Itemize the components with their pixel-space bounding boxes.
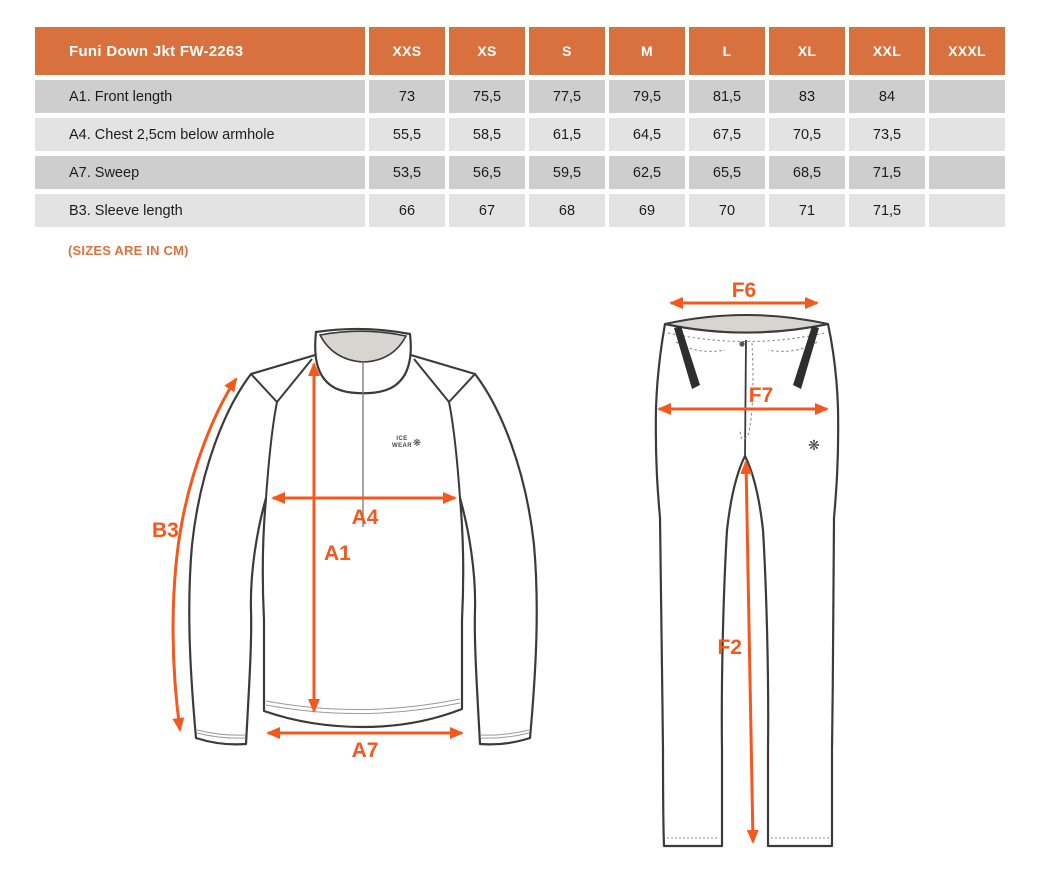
measurement-value-cell: 71,5	[849, 194, 925, 227]
measurement-row-label: A7. Sweep	[35, 156, 365, 189]
measurement-value-cell: 67	[449, 194, 525, 227]
f2-arrow	[740, 460, 759, 844]
f6-label: F6	[732, 280, 757, 302]
measurement-value-cell: 56,5	[449, 156, 525, 189]
size-column-header: XL	[769, 27, 845, 75]
f2-label: F2	[717, 636, 742, 659]
pants-snowflake-icon: ❋	[808, 437, 820, 453]
b3-arrow	[171, 377, 238, 732]
measurement-value-cell: 68,5	[769, 156, 845, 189]
size-column-header: XXL	[849, 27, 925, 75]
pants-left-pocket-stitch	[675, 341, 726, 352]
measurement-value-cell: 79,5	[609, 80, 685, 113]
pants-button	[739, 341, 745, 347]
measurement-value-cell	[929, 156, 1005, 189]
measurement-value-cell: 65,5	[689, 156, 765, 189]
size-column-header: M	[609, 27, 685, 75]
measurement-value-cell: 53,5	[369, 156, 445, 189]
measurement-value-cell: 71,5	[849, 156, 925, 189]
measurement-value-cell: 67,5	[689, 118, 765, 151]
pants-diagram: ❋ F6 F7 F2	[654, 280, 840, 848]
jacket-right-cuff-stitch	[480, 729, 530, 739]
pants-body-outline	[654, 322, 840, 848]
jacket-brand-snowflake-icon: ❋	[413, 438, 421, 449]
measurement-value-cell: 66	[369, 194, 445, 227]
measurement-row-label: A1. Front length	[35, 80, 365, 113]
measurement-value-cell: 64,5	[609, 118, 685, 151]
measurement-value-cell: 81,5	[689, 80, 765, 113]
b3-label: B3	[152, 519, 179, 542]
jacket-hem-stitch	[265, 698, 461, 715]
measurement-value-cell	[929, 194, 1005, 227]
measurement-value-cell: 69	[609, 194, 685, 227]
sizes-note: (SIZES ARE IN CM)	[68, 243, 189, 258]
pants-waistband	[664, 314, 829, 334]
jacket-body-outline	[188, 345, 538, 746]
f7-label: F7	[749, 384, 774, 407]
measurement-value-cell: 84	[849, 80, 925, 113]
size-column-header: S	[529, 27, 605, 75]
size-column-header: XXS	[369, 27, 445, 75]
size-column-header: L	[689, 27, 765, 75]
jacket-brand-text-line1: ICE	[396, 436, 407, 442]
measurement-value-cell: 73,5	[849, 118, 925, 151]
measurement-value-cell: 83	[769, 80, 845, 113]
measurement-value-cell: 55,5	[369, 118, 445, 151]
measurement-value-cell: 62,5	[609, 156, 685, 189]
measurement-value-cell: 58,5	[449, 118, 525, 151]
measurement-row-label: B3. Sleeve length	[35, 194, 365, 227]
pants-fly-line	[744, 339, 747, 457]
measurement-value-cell: 70,5	[769, 118, 845, 151]
measurement-value-cell	[929, 80, 1005, 113]
pants-right-pocket	[793, 326, 819, 389]
measurement-value-cell: 68	[529, 194, 605, 227]
jacket-collar-inner	[318, 330, 408, 363]
a4-label: A4	[352, 506, 379, 529]
measurement-value-cell: 71	[769, 194, 845, 227]
measurement-value-cell: 59,5	[529, 156, 605, 189]
measurement-value-cell: 77,5	[529, 80, 605, 113]
size-table: Funi Down Jkt FW-2263 XXS XS S M L XL XXL XXXL A1…	[35, 27, 1005, 227]
jacket-brand-text-line2: WEAR	[392, 443, 412, 449]
jacket-diagram: ICE WEAR ❋ B3 A1 A4 A7	[152, 327, 538, 762]
table-title-cell: Funi Down Jkt FW-2263	[35, 27, 365, 75]
measurement-value-cell	[929, 118, 1005, 151]
measurement-value-cell: 73	[369, 80, 445, 113]
size-column-header: XS	[449, 27, 525, 75]
pants-fly-stitch	[739, 342, 754, 440]
size-column-header: XXXL	[929, 27, 1005, 75]
pants-left-pocket	[674, 326, 700, 389]
measurement-value-cell: 61,5	[529, 118, 605, 151]
pants-right-pocket-stitch	[767, 341, 818, 352]
jacket-right-armhole-seam	[448, 401, 461, 499]
a7-label: A7	[352, 739, 379, 762]
jacket-left-armhole-seam	[265, 401, 278, 499]
a1-label: A1	[324, 542, 351, 565]
measurement-row-label: A4. Chest 2,5cm below armhole	[35, 118, 365, 151]
measurement-value-cell: 75,5	[449, 80, 525, 113]
measurement-value-cell: 70	[689, 194, 765, 227]
